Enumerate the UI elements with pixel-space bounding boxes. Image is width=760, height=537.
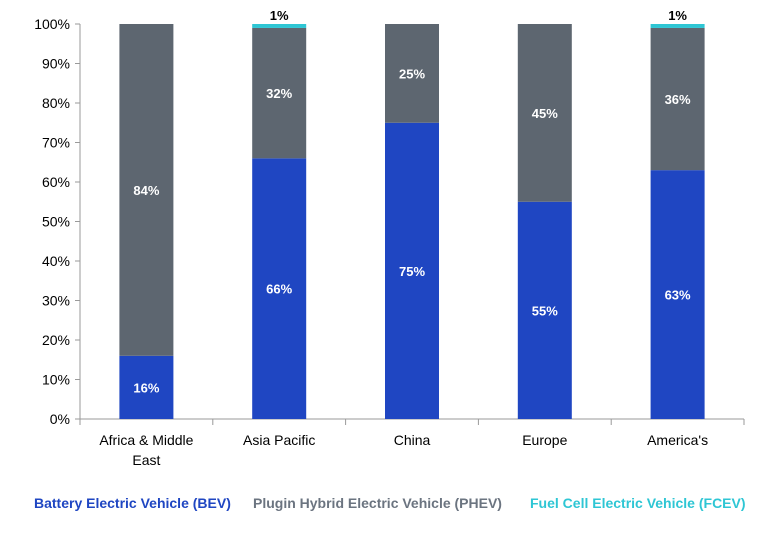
data-label: 1% — [270, 8, 289, 23]
bar-segment — [119, 355, 174, 419]
data-label: 25% — [399, 66, 425, 81]
y-tick-label: 80% — [42, 95, 70, 111]
data-label: 45% — [532, 106, 558, 121]
bar-segment — [119, 24, 174, 356]
y-tick-label: 20% — [42, 332, 70, 348]
bars — [119, 24, 705, 420]
bar-segment — [517, 201, 572, 419]
bar-segment — [650, 170, 705, 419]
x-tick-label: America's — [647, 432, 708, 448]
bar-segment — [385, 122, 439, 419]
bar-segment — [650, 24, 705, 28]
bar-segment — [650, 27, 705, 171]
data-label: 36% — [665, 92, 691, 107]
legend: Battery Electric Vehicle (BEV) Plugin Hyb… — [34, 495, 746, 511]
bar-segment — [252, 27, 307, 159]
legend-entry: Battery Electric Vehicle (BEV) — [34, 495, 231, 511]
y-tick-label: 90% — [42, 56, 70, 72]
data-label: 16% — [133, 380, 159, 395]
bar-segment — [252, 158, 307, 420]
bar-segment — [517, 24, 572, 202]
y-tick-label: 50% — [42, 214, 70, 230]
y-tick-label: 60% — [42, 174, 70, 190]
x-tick-label: China — [394, 432, 431, 448]
data-label: 84% — [133, 183, 159, 198]
legend-entry: Plugin Hybrid Electric Vehicle (PHEV) — [253, 495, 502, 511]
y-tick-label: 10% — [42, 372, 70, 388]
data-label: 1% — [668, 8, 687, 23]
legend-entry: Fuel Cell Electric Vehicle (FCEV) — [530, 495, 746, 511]
data-label: 66% — [266, 282, 292, 297]
bar-segment — [252, 24, 307, 28]
y-tick-label: 30% — [42, 293, 70, 309]
x-axis-tick-labels: Africa & Middle East Asia Pacific China Euro… — [99, 432, 708, 468]
y-tick-label: 100% — [34, 16, 70, 32]
x-tick-label: Asia Pacific — [243, 432, 315, 448]
bar-labels: 16% 84% 66% 32% 1% 75% 25% 55% 45% 63% 36% 1% — [133, 8, 691, 395]
data-label: 32% — [266, 86, 292, 101]
bar-segment — [385, 24, 439, 123]
data-label: 75% — [399, 264, 425, 279]
y-tick-label: 70% — [42, 135, 70, 151]
x-tick-label: Africa & Middle East — [99, 432, 193, 468]
x-tick-label: Europe — [522, 432, 567, 448]
y-axis-tick-labels: 0% 10% 20% 30% 40% 50% 60% 70% 80% 90% 100% — [34, 16, 70, 427]
y-tick-label: 0% — [50, 411, 70, 427]
data-label: 55% — [532, 303, 558, 318]
y-tick-label: 40% — [42, 253, 70, 269]
data-label: 63% — [665, 288, 691, 303]
axes — [75, 23, 745, 425]
